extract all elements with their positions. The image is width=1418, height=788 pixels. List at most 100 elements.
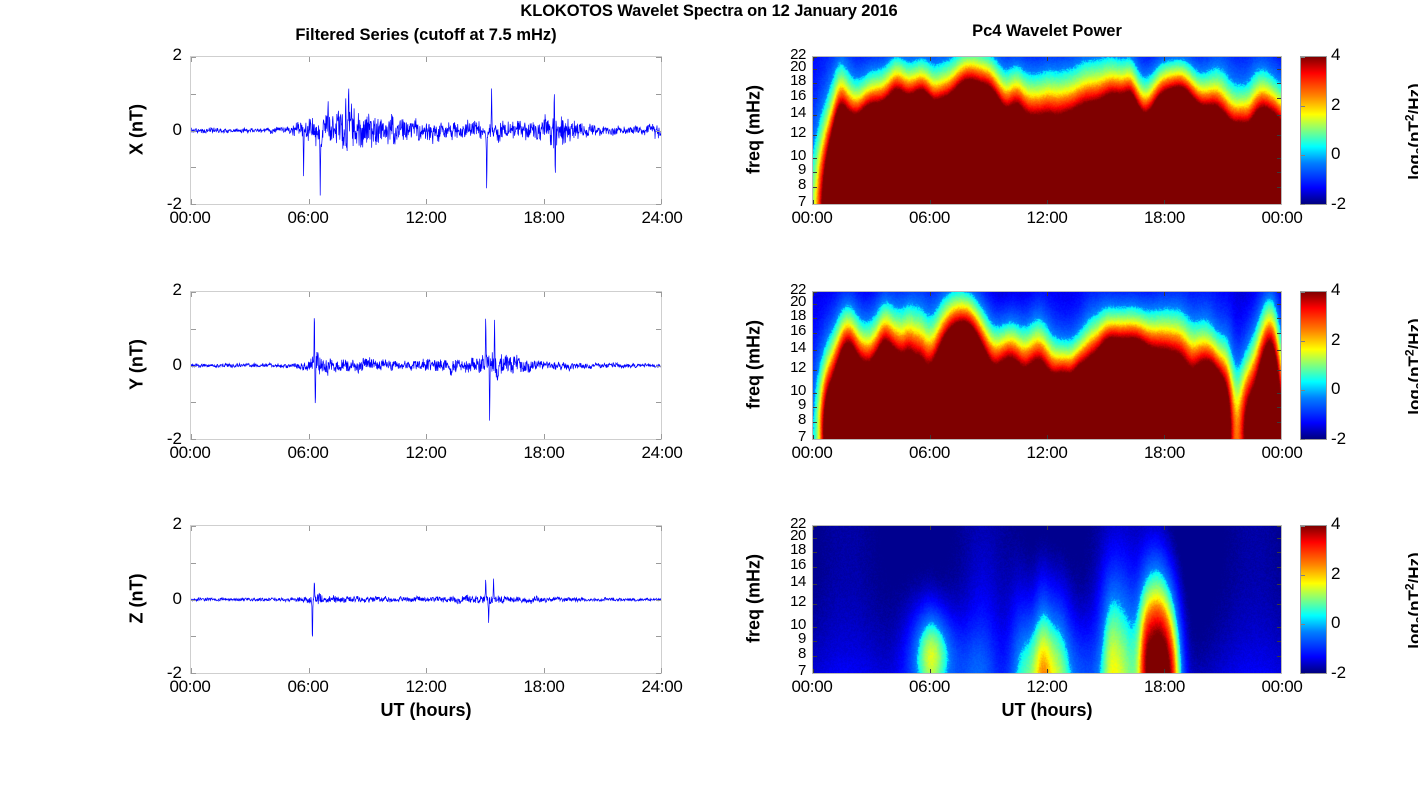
xtick-top	[543, 57, 545, 62]
spectrogram-ftick-label-x: 12	[790, 123, 806, 141]
timeseries-ytick-label-y: 2	[172, 280, 182, 299]
xtick-bottom	[426, 199, 427, 204]
spectrogram-ftick-label-x: 9	[798, 160, 806, 178]
xtick-top	[1047, 292, 1048, 296]
ftick-left	[813, 603, 817, 605]
xtick-bottom	[1164, 669, 1165, 673]
xtick-top	[1281, 526, 1282, 530]
spectrogram-ftick-label-z: 14	[790, 573, 806, 591]
ftick-right	[1277, 115, 1281, 117]
timeseries-xtick-label-x: 06:00	[287, 208, 329, 227]
spectrogram-ftick-label-y: 7	[798, 428, 806, 445]
timeseries-ytick-label-z: -2	[166, 663, 182, 682]
timeseries-yaxis-title-z: Z (nT)	[126, 573, 147, 623]
xtick-bottom	[1164, 200, 1165, 204]
ytick-right	[656, 439, 661, 440]
colorbar-tick	[1301, 390, 1305, 391]
ftick-right	[1277, 526, 1281, 527]
timeseries-xtick-label-y: 00:00	[169, 443, 211, 462]
ytick-left	[191, 204, 196, 205]
colorbar-tick	[1301, 155, 1305, 156]
ftick-right	[1277, 292, 1281, 293]
colorbar-title-y: log2(nT2/Hz)	[1402, 317, 1418, 415]
spectrogram-ftick-label-y: 8	[798, 410, 806, 428]
timeseries-xtick-label-x: 00:00	[169, 208, 211, 227]
colorbar-tick-label-y: 4	[1331, 280, 1341, 299]
xtick-top	[1164, 57, 1165, 61]
xtick-top	[191, 526, 192, 531]
spectrogram-ftick-label-x: 8	[798, 175, 806, 193]
ftick-left	[813, 186, 817, 188]
xtick-top	[191, 57, 192, 62]
ftick-right	[1277, 69, 1281, 71]
timeseries-ytick-label-z: 0	[172, 588, 182, 608]
ytick-left	[191, 93, 196, 95]
xtick-top	[813, 292, 814, 296]
xtick-top	[308, 292, 310, 297]
xtick-bottom	[661, 199, 662, 204]
timeseries-xtick-label-x: 18:00	[523, 208, 565, 227]
ftick-right	[1277, 158, 1281, 160]
spectrogram-yaxis-title-y: freq (mHz)	[743, 319, 764, 409]
ftick-left	[813, 566, 817, 568]
ftick-left	[813, 134, 817, 136]
ftick-right	[1277, 97, 1281, 99]
xtick-bottom	[813, 669, 814, 673]
right-xaxis-title: UT (hours)	[1001, 700, 1093, 720]
colorbar-tick-label-z: -2	[1331, 663, 1347, 682]
xtick-top	[308, 526, 310, 531]
ytick-left	[191, 292, 196, 293]
timeseries-plot-y	[190, 291, 662, 440]
ftick-right	[1277, 640, 1281, 642]
spectrogram-ftick-label-x: 7	[798, 193, 806, 210]
colorbar-tick-label-x: -2	[1331, 194, 1347, 213]
left-column-title: Filtered Series (cutoff at 7.5 mHz)	[295, 26, 557, 44]
timeseries-xtick-label-x: 12:00	[405, 208, 447, 227]
colorbar-tick	[1301, 439, 1305, 440]
ftick-right	[1277, 304, 1281, 306]
ytick-left	[191, 439, 196, 440]
spectrogram-ftick-label-z: 16	[790, 555, 806, 573]
ytick-right	[656, 130, 661, 132]
xtick-bottom	[661, 434, 662, 439]
spectrogram-ftick-label-x: 16	[790, 86, 806, 104]
colorbar-tick	[1301, 624, 1305, 625]
spectrogram-ftick-label-y: 16	[790, 321, 806, 339]
timeseries-ytick-label-x: 2	[172, 45, 182, 64]
xtick-top	[1281, 57, 1282, 61]
colorbar-tick	[1301, 57, 1305, 58]
spectrogram-ftick-label-x: 14	[790, 104, 806, 122]
left-xaxis-title: UT (hours)	[380, 700, 472, 720]
ftick-left	[813, 350, 817, 352]
colorbar-tick	[1301, 292, 1305, 293]
timeseries-ytick-label-y: 0	[172, 354, 182, 374]
spectrogram-ftick-label-x: 22	[790, 46, 806, 63]
xtick-bottom	[543, 668, 545, 673]
colorbar-tick-label-z: 4	[1331, 514, 1341, 533]
colorbar-tick-label-z: 0	[1331, 613, 1341, 633]
xtick-top	[1164, 526, 1165, 530]
timeseries-xtick-label-z: 18:00	[523, 677, 565, 696]
ftick-left	[813, 421, 817, 423]
ftick-right	[1277, 350, 1281, 352]
ytick-left	[191, 599, 196, 601]
colorbar-x	[1300, 56, 1327, 205]
xtick-bottom	[1164, 435, 1165, 439]
xtick-top	[661, 526, 662, 531]
ftick-left	[813, 292, 817, 293]
colorbar-tick-label-x: 0	[1331, 144, 1341, 164]
xtick-bottom	[1047, 200, 1048, 204]
timeseries-xtick-label-y: 12:00	[405, 443, 447, 462]
xtick-top	[543, 526, 545, 531]
ftick-left	[813, 393, 817, 395]
colorbar-title-x: log2(nT2/Hz)	[1402, 82, 1418, 180]
ftick-right	[1277, 566, 1281, 568]
spectrogram-ftick-label-y: 9	[798, 395, 806, 413]
colorbar-z	[1300, 525, 1327, 674]
spectrogram-xtick-label-z: 06:00	[908, 677, 951, 696]
spectrogram-plot-x	[812, 56, 1282, 205]
ftick-left	[813, 526, 817, 527]
ytick-left	[191, 328, 196, 330]
ytick-left	[191, 636, 196, 638]
ytick-right	[656, 402, 661, 404]
